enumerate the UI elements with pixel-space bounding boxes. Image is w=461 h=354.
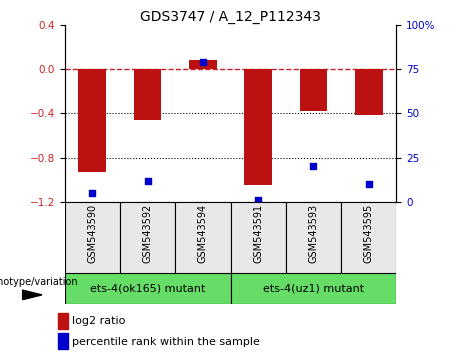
Text: GSM543591: GSM543591 [253, 204, 263, 263]
Bar [134, 69, 161, 120]
Point [310, 164, 317, 169]
Bar [230, 273, 396, 304]
Text: percentile rank within the sample: percentile rank within the sample [71, 337, 260, 347]
Point [199, 59, 207, 65]
Text: log2 ratio: log2 ratio [71, 316, 125, 326]
Bar [65, 273, 230, 304]
Bar [286, 202, 341, 273]
Bar [300, 69, 327, 111]
Point [365, 181, 372, 187]
Point [144, 178, 151, 183]
Bar [58, 313, 68, 329]
Title: GDS3747 / A_12_P112343: GDS3747 / A_12_P112343 [140, 10, 321, 24]
Text: ets-4(ok165) mutant: ets-4(ok165) mutant [90, 284, 205, 293]
Text: GSM543594: GSM543594 [198, 204, 208, 263]
Bar [78, 69, 106, 172]
Bar [230, 202, 286, 273]
Polygon shape [23, 290, 42, 299]
Text: GSM543590: GSM543590 [87, 204, 97, 263]
Text: GSM543593: GSM543593 [308, 204, 319, 263]
Text: GSM543592: GSM543592 [142, 204, 153, 263]
Point [254, 197, 262, 203]
Point [89, 190, 96, 196]
Text: GSM543595: GSM543595 [364, 204, 374, 263]
Bar [175, 202, 230, 273]
Bar [341, 202, 396, 273]
Bar [355, 69, 383, 115]
Text: genotype/variation: genotype/variation [0, 276, 78, 286]
Bar [58, 333, 68, 349]
Bar [120, 202, 175, 273]
Bar [189, 60, 217, 69]
Bar [244, 69, 272, 185]
Bar [65, 202, 120, 273]
Text: ets-4(uz1) mutant: ets-4(uz1) mutant [263, 284, 364, 293]
